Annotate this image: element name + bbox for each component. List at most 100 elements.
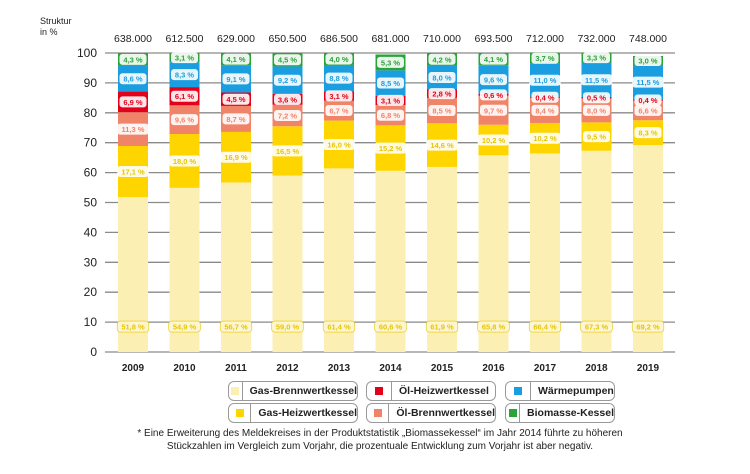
value-label-box (119, 73, 147, 85)
value-label-box (274, 74, 301, 86)
x-tick-label: 2017 (534, 363, 557, 374)
y-tick-label: 80 (84, 106, 98, 120)
value-label-box (632, 76, 664, 88)
value-label: 61,4 % (327, 323, 351, 332)
value-label: 2,8 % (432, 90, 452, 99)
value-label-box (583, 52, 610, 64)
value-label-box (480, 104, 507, 116)
value-label-box (119, 53, 147, 65)
value-label-box (377, 56, 404, 68)
bar-segment-gas-brennwertkessel (633, 145, 663, 352)
x-tick-label: 2018 (585, 363, 608, 374)
value-label-box (480, 89, 507, 101)
value-label-box (634, 94, 662, 106)
value-label-box (374, 142, 407, 154)
x-tick-label: 2019 (637, 363, 660, 374)
value-label-box (325, 90, 353, 102)
value-label-box (480, 74, 507, 86)
value-label-box (377, 77, 404, 89)
y-axis-label-line-1: Struktur (40, 16, 72, 26)
value-label: 69,2 % (636, 323, 660, 332)
y-tick-label: 0 (90, 345, 97, 359)
x-tick-label: 2013 (328, 363, 351, 374)
value-label: 4,5 % (278, 56, 298, 65)
x-tick-label: 2010 (173, 363, 196, 374)
value-label: 16,9 % (224, 153, 248, 162)
value-label: 66,4 % (533, 323, 557, 332)
value-label-box (325, 72, 353, 84)
value-label: 4,1 % (484, 55, 504, 64)
value-label-box (323, 138, 355, 150)
value-label: 7,2 % (278, 111, 298, 120)
value-label: 60,6 % (379, 323, 403, 332)
value-label: 65,8 % (482, 323, 506, 332)
total-label: 629.000 (217, 33, 255, 45)
value-label-box (531, 52, 559, 64)
x-tick-label: 2014 (379, 363, 402, 374)
value-label: 51,8 % (121, 323, 145, 332)
total-label: 710.000 (423, 33, 461, 45)
value-label: 8,5 % (381, 79, 401, 88)
value-label-box (477, 134, 510, 146)
value-label: 3,0 % (638, 56, 658, 65)
total-label: 686.500 (320, 33, 358, 45)
footnote: * Eine Erweiterung des Meldekreises in d… (137, 428, 623, 452)
value-label-box (531, 104, 559, 116)
bar-segment-gas-brennwertkessel (581, 150, 612, 352)
value-label-box (580, 74, 613, 86)
value-label-box (117, 123, 149, 135)
total-label: 681.000 (372, 33, 410, 45)
value-label: 3,3 % (587, 54, 607, 63)
value-label: 6,9 % (123, 98, 143, 107)
value-label-box (222, 93, 250, 105)
value-label: 8,5 % (432, 107, 452, 116)
y-tick-label: 50 (84, 196, 98, 210)
value-label-box (477, 320, 510, 333)
value-label-box (116, 320, 150, 333)
value-label: 14,6 % (430, 141, 454, 150)
value-label-box (271, 320, 304, 333)
value-label: 8,6 % (123, 75, 143, 84)
value-label-box (168, 320, 201, 333)
total-label: 712.000 (526, 33, 564, 45)
value-label: 8,4 % (535, 106, 555, 115)
y-tick-label: 100 (77, 46, 97, 60)
value-label: 8,0 % (587, 106, 607, 115)
bar-segment-gas-brennwertkessel (478, 155, 509, 352)
value-label-box (426, 139, 458, 151)
x-tick-label: 2011 (225, 363, 247, 374)
value-label: 17,1 % (121, 168, 145, 177)
value-label-box (425, 320, 459, 333)
value-label: 3,7 % (535, 54, 555, 63)
total-label: 612.500 (166, 33, 204, 45)
value-label: 8,3 % (638, 129, 658, 138)
value-label-box (428, 88, 456, 100)
value-label: 3,1 % (381, 96, 401, 105)
y-axis-label-line-2: in % (40, 27, 58, 37)
value-label: 4,3 % (123, 55, 143, 64)
value-label-box (529, 74, 561, 86)
value-label: 4,5 % (226, 95, 246, 104)
value-label: 9,6 % (484, 76, 504, 85)
value-label: 11,5 % (585, 76, 608, 85)
value-label: 67,3 % (585, 323, 609, 332)
value-label: 6,1 % (175, 92, 195, 101)
value-label-box (634, 127, 662, 139)
value-label: 4,2 % (432, 55, 452, 64)
value-label-box (222, 73, 250, 85)
x-tick-label: 2012 (276, 363, 299, 374)
value-label: 6,6 % (638, 106, 658, 115)
bar-segment-gas-brennwertkessel (530, 153, 560, 352)
value-label-box (583, 92, 610, 104)
value-label-box (219, 320, 253, 333)
value-label-box (634, 104, 662, 116)
value-label: 4,1 % (226, 55, 246, 64)
value-label-box (580, 320, 613, 333)
value-label: 10,2 % (482, 136, 506, 145)
value-label: 59,0 % (276, 323, 300, 332)
value-label: 56,7 % (224, 323, 248, 332)
value-label-box (222, 113, 250, 125)
x-tick-label: 2016 (482, 363, 505, 374)
value-label: 4,0 % (329, 55, 349, 64)
value-label-box (377, 94, 404, 106)
